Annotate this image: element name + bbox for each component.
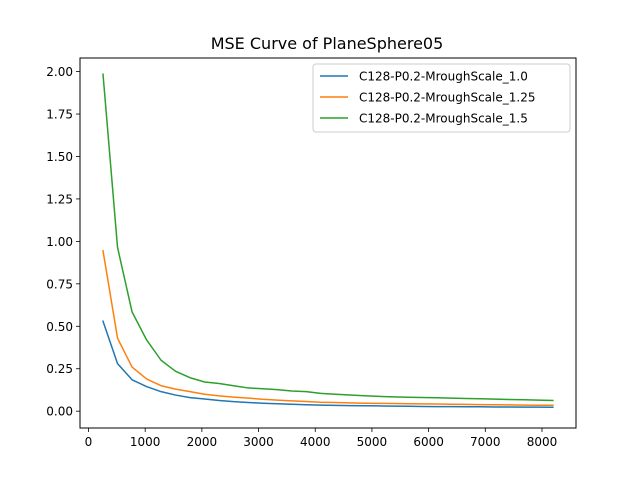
chart-title: MSE Curve of PlaneSphere05	[211, 34, 444, 53]
x-tick-label: 2000	[187, 435, 218, 449]
plot-frame	[79, 57, 577, 429]
y-tick-label: 0.50	[46, 320, 73, 334]
x-tick-label: 7000	[470, 435, 501, 449]
x-axis: 0 1000 2000 3000 4000 5000 6000 7000 8000	[85, 428, 558, 449]
y-tick-label: 0.25	[46, 362, 73, 376]
x-tick-label: 8000	[527, 435, 558, 449]
y-tick-label: 1.25	[46, 192, 73, 206]
y-tick-label: 1.75	[46, 108, 73, 122]
y-tick-label: 2.00	[46, 65, 73, 79]
legend-box	[312, 63, 571, 133]
x-tick-label: 5000	[357, 435, 388, 449]
legend-label-0: C128-P0.2-MroughScale_1.0	[359, 70, 528, 84]
series-line-2	[102, 73, 554, 402]
series-line-0	[102, 320, 554, 409]
y-tick-label: 0.00	[46, 405, 73, 419]
x-tick-label: 0	[85, 435, 93, 449]
legend-label-2: C128-P0.2-MroughScale_1.5	[359, 112, 528, 126]
x-tick-label: 6000	[413, 435, 444, 449]
legend-label-1: C128-P0.2-MroughScale_1.25	[359, 91, 535, 105]
x-tick-label: 1000	[130, 435, 161, 449]
x-tick-label: 3000	[243, 435, 274, 449]
y-tick-label: 1.50	[46, 150, 73, 164]
y-tick-label: 1.00	[46, 235, 73, 249]
y-tick-label: 0.75	[46, 277, 73, 291]
series-line-1	[102, 249, 554, 406]
y-axis: 0.00 0.25 0.50 0.75 1.00 1.25 1.50 1.75 2.00	[46, 65, 80, 419]
series-layer	[102, 73, 554, 409]
legend: C128-P0.2-MroughScale_1.0 C128-P0.2-Mroug…	[312, 63, 571, 133]
x-tick-label: 4000	[300, 435, 331, 449]
